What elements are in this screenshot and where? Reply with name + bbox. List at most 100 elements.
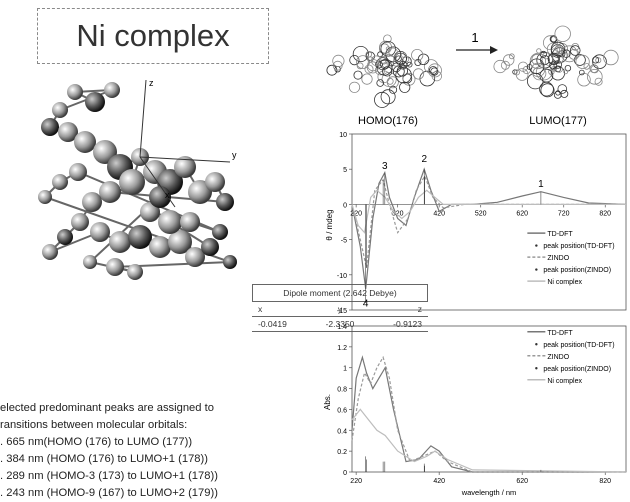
y-tick-label: 0.2 xyxy=(337,449,347,456)
atom-sphere xyxy=(83,255,97,269)
atom-sphere xyxy=(42,244,58,260)
series-line-ni-complex xyxy=(351,408,627,473)
orbital-lobe xyxy=(382,66,393,77)
series-line-td-dft xyxy=(351,167,627,289)
x-tick-label: 220 xyxy=(350,210,362,217)
legend-label: TD-DFT xyxy=(547,231,573,238)
orbital-lobe xyxy=(560,45,578,63)
y-tick-label: 1 xyxy=(343,366,347,373)
atom-sphere xyxy=(119,169,145,195)
note-line: elected predominant peaks are assigned t… xyxy=(0,402,214,414)
orbital-lobe xyxy=(399,81,411,93)
atom-sphere xyxy=(180,212,200,232)
note-line: ransitions between molecular orbitals: xyxy=(0,419,188,431)
orbital-lobe xyxy=(536,48,542,54)
x-axis-title: wavelength / nm xyxy=(461,488,517,497)
peak-assignment-notes: elected predominant peaks are assigned t… xyxy=(0,400,218,502)
legend-marker xyxy=(535,244,538,247)
atom-sphere xyxy=(52,174,68,190)
series-line-td-dft xyxy=(351,355,626,473)
orbital-lobe xyxy=(417,53,430,66)
dipole-axis-x: x xyxy=(258,304,263,314)
atom-sphere xyxy=(85,92,105,112)
orbital-lobe xyxy=(395,66,412,84)
legend-marker xyxy=(535,343,538,346)
atom-sphere xyxy=(41,118,59,136)
y-tick-label: 1.4 xyxy=(337,324,347,331)
molecule-structure-image: z y x xyxy=(38,78,237,280)
y-tick-label: 0 xyxy=(343,202,347,209)
orbital-lobe xyxy=(332,54,345,68)
orbital-lobe xyxy=(508,53,515,60)
atom-sphere xyxy=(127,264,143,280)
orbital-lobe xyxy=(557,84,568,94)
atom-sphere xyxy=(71,213,89,231)
orbital-lobe xyxy=(392,60,399,67)
y-axis-title: θ / mdeg xyxy=(325,209,334,240)
y-tick-label: -15 xyxy=(337,308,347,315)
atom-sphere xyxy=(104,82,120,98)
orbital-lobe xyxy=(402,72,416,86)
orbital-lobe xyxy=(427,63,442,78)
orbital-lobe xyxy=(595,57,602,64)
x-axis-line xyxy=(139,156,176,208)
dipole-values-row: -0.0419 -2.3350 -0.9123 xyxy=(252,317,428,332)
orbital-lobe xyxy=(554,65,562,73)
orbital-lobe xyxy=(562,49,571,58)
orbital-lobe xyxy=(395,55,402,62)
peak-annotation: 2 xyxy=(421,154,427,165)
x-tick-label: 820 xyxy=(599,478,611,485)
orbital-lobe xyxy=(603,49,619,66)
figure-title: Ni complex xyxy=(37,8,269,64)
orbital-lobe xyxy=(502,54,515,66)
atom-sphere xyxy=(74,131,96,153)
atom-sphere xyxy=(52,102,68,118)
atom-sphere xyxy=(58,122,78,142)
legend-marker xyxy=(535,367,538,370)
orbital-lobe xyxy=(398,60,408,70)
orbital-lobe xyxy=(375,60,383,69)
orbital-lobe xyxy=(575,54,590,69)
atom-sphere xyxy=(67,84,83,100)
note-line: . 289 nm (HOMO-3 (173) to LUMO+1 (178)) xyxy=(0,470,218,482)
atom-sphere xyxy=(216,193,234,211)
atom-sphere xyxy=(90,222,110,242)
x-tick-label: 320 xyxy=(392,210,404,217)
dipole-axis-z: z xyxy=(417,304,422,314)
orbital-lobe xyxy=(547,52,560,66)
legend-label: peak position(TD-DFT) xyxy=(543,243,614,250)
dipole-value-z: -0.9123 xyxy=(393,319,422,329)
homo-orbital-image xyxy=(326,34,443,108)
dipole-moment-table: Dipole moment (2.642 Debye) x y z -0.041… xyxy=(252,284,428,332)
orbital-lobe xyxy=(377,51,383,58)
atom-sphere xyxy=(201,238,219,256)
legend-label: ZINDO xyxy=(547,354,569,361)
orbital-lobe xyxy=(554,45,562,53)
atom-sphere xyxy=(149,186,171,208)
y-tick-label: -5 xyxy=(341,238,347,245)
orbital-lobe xyxy=(412,68,425,80)
orbital-lobe xyxy=(386,76,399,89)
y-tick-label: 0.8 xyxy=(337,387,347,394)
x-tick-label: 820 xyxy=(599,210,611,217)
atom-sphere xyxy=(99,181,121,203)
orbital-lobe xyxy=(383,34,392,44)
orbital-lobe xyxy=(552,52,564,64)
orbital-lobe xyxy=(592,56,600,64)
orbital-lobe xyxy=(513,69,520,76)
atom-sphere xyxy=(82,192,102,212)
lumo-orbital-image xyxy=(493,25,619,99)
legend-label: peak position(ZINDO) xyxy=(543,267,611,274)
dipole-value-x: -0.0419 xyxy=(258,319,287,329)
atom-sphere xyxy=(128,225,152,249)
dipole-value-y: -2.3350 xyxy=(325,319,355,329)
legend-label: Ni complex xyxy=(547,378,582,385)
atom-sphere xyxy=(109,231,131,253)
orbital-lobe xyxy=(583,63,591,70)
y-tick-label: 0.6 xyxy=(337,407,347,414)
absorbance-spectrum-chart: Abs. wavelength / nm 0 0.2 0.4 0.6 0.8 1 1.2 1.… xyxy=(323,324,627,497)
orbital-lobe xyxy=(396,65,409,77)
atom-sphere xyxy=(168,230,192,254)
orbital-lobe xyxy=(586,69,603,85)
atom-sphere xyxy=(158,210,182,234)
